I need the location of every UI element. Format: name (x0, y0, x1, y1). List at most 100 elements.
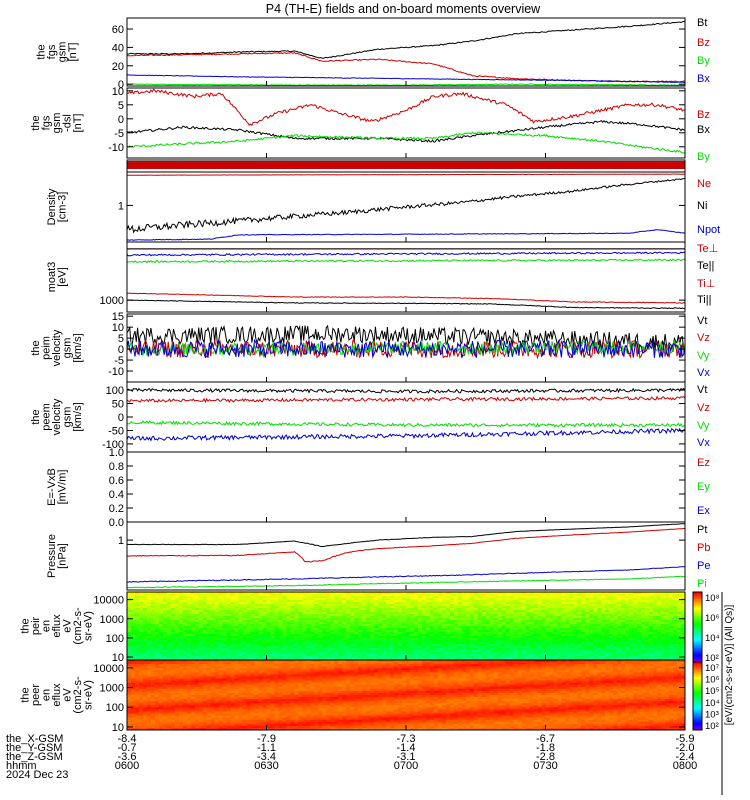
spectrogram-cell (645, 600, 650, 603)
spectrogram-cell (465, 598, 471, 601)
spectrogram-cell (142, 612, 148, 615)
spectrogram-cell (178, 604, 184, 607)
spectrogram-cell (545, 642, 550, 645)
spectrogram-cell (394, 620, 399, 623)
spectrogram-cell (585, 644, 590, 647)
spectrogram-cell (525, 608, 530, 611)
spectrogram-cell (565, 608, 570, 611)
spectrogram-cell (569, 656, 574, 659)
spectrogram-cell (222, 594, 228, 597)
spectrogram-cell (485, 642, 491, 645)
spectrogram-cell (425, 594, 431, 597)
spectrogram-cell (342, 656, 347, 659)
spectrogram-cell (457, 638, 463, 641)
spectrogram-cell (246, 620, 251, 623)
spectrogram-cell (398, 626, 403, 629)
spectrogram-cell (485, 610, 491, 613)
spectrogram-cell (577, 606, 582, 609)
spectrogram-cell (445, 608, 451, 611)
spectrogram-cell (445, 644, 451, 647)
spectrogram-cell (382, 658, 387, 661)
spectrogram-cell (198, 642, 204, 645)
spectrogram-cell (573, 644, 578, 647)
spectrogram-cell (461, 624, 467, 627)
spectrogram-cell (166, 632, 172, 635)
spectrogram-cell (218, 638, 224, 641)
y-tick-label: 1 (118, 200, 124, 212)
spectrogram-cell (246, 614, 251, 617)
spectrogram-cell (413, 628, 419, 631)
spectrogram-cell (354, 642, 359, 645)
spectrogram-cell (665, 652, 670, 655)
spectrogram-cell (386, 622, 391, 625)
spectrogram-cell (505, 634, 511, 637)
spectrogram-cell (258, 604, 263, 607)
spectrogram-cell (581, 634, 586, 637)
spectrogram-cell (505, 640, 511, 643)
spectrogram-cell (645, 632, 650, 635)
spectrogram-cell (657, 614, 662, 617)
spectrogram-cell (354, 602, 359, 605)
spectrogram-cell (413, 652, 419, 655)
spectrogram-cell (449, 604, 455, 607)
spectrogram-cell (553, 608, 558, 611)
spectrogram-cell (254, 622, 259, 625)
spectrogram-cell (218, 596, 224, 599)
spectrogram-cell (465, 610, 471, 613)
spectrogram-cell (174, 632, 180, 635)
spectrogram-cell (194, 626, 200, 629)
spectrogram-cell (661, 658, 666, 661)
spectrogram-cell (154, 614, 160, 617)
spectrogram-cell (306, 652, 311, 655)
spectrogram-cell (681, 646, 686, 649)
spectrogram-cell (465, 632, 471, 635)
spectrogram-cell (366, 642, 371, 645)
spectrogram-cell (342, 658, 347, 661)
spectrogram-cell (493, 652, 499, 655)
spectrogram-cell (242, 616, 247, 619)
spectrogram-cell (254, 644, 259, 647)
spectrogram-cell (318, 614, 323, 617)
spectrogram-cell (461, 622, 467, 625)
spectrogram-cell (605, 602, 610, 605)
spectrogram-cell (521, 632, 526, 635)
spectrogram-cell (242, 648, 247, 651)
spectrogram-cell (178, 648, 184, 651)
spectrogram-cell (493, 600, 499, 603)
spectrogram-cell (298, 646, 303, 649)
spectrogram-cell (617, 596, 622, 599)
spectrogram-cell (413, 626, 419, 629)
y-axis-label: Pressure (46, 534, 58, 578)
spectrogram-cell (354, 654, 359, 657)
spectrogram-cell (433, 594, 439, 597)
spectrogram-cell (298, 648, 303, 651)
spectrogram-cell (509, 658, 515, 661)
spectrogram-cell (370, 612, 375, 615)
spectrogram-cell (390, 652, 395, 655)
spectrogram-cell (629, 594, 634, 597)
spectrogram-cell (214, 608, 220, 611)
spectrogram-cell (154, 596, 160, 599)
y-axis-label: gsm (56, 42, 68, 63)
spectrogram-cell (525, 600, 530, 603)
spectrogram-cell (597, 642, 602, 645)
spectrogram-cell (413, 614, 419, 617)
spectrogram-cell (330, 644, 335, 647)
spectrogram-cell (521, 614, 526, 617)
spectrogram-cell (166, 636, 172, 639)
spectrogram-cell (298, 658, 303, 661)
spectrogram-cell (182, 638, 188, 641)
spectrogram-cell (621, 640, 626, 643)
spectrogram-cell (170, 622, 176, 625)
spectrogram-cell (386, 618, 391, 621)
spectrogram-cell (318, 658, 323, 661)
spectrogram-cell (453, 658, 459, 661)
spectrogram-cell (274, 628, 279, 631)
spectrogram-cell (238, 648, 243, 651)
spectrogram-cell (473, 612, 479, 615)
spectrogram-cell (174, 626, 180, 629)
spectrogram-cell (206, 634, 212, 637)
spectrogram-cell (601, 592, 606, 595)
spectrogram-cell (533, 600, 538, 603)
